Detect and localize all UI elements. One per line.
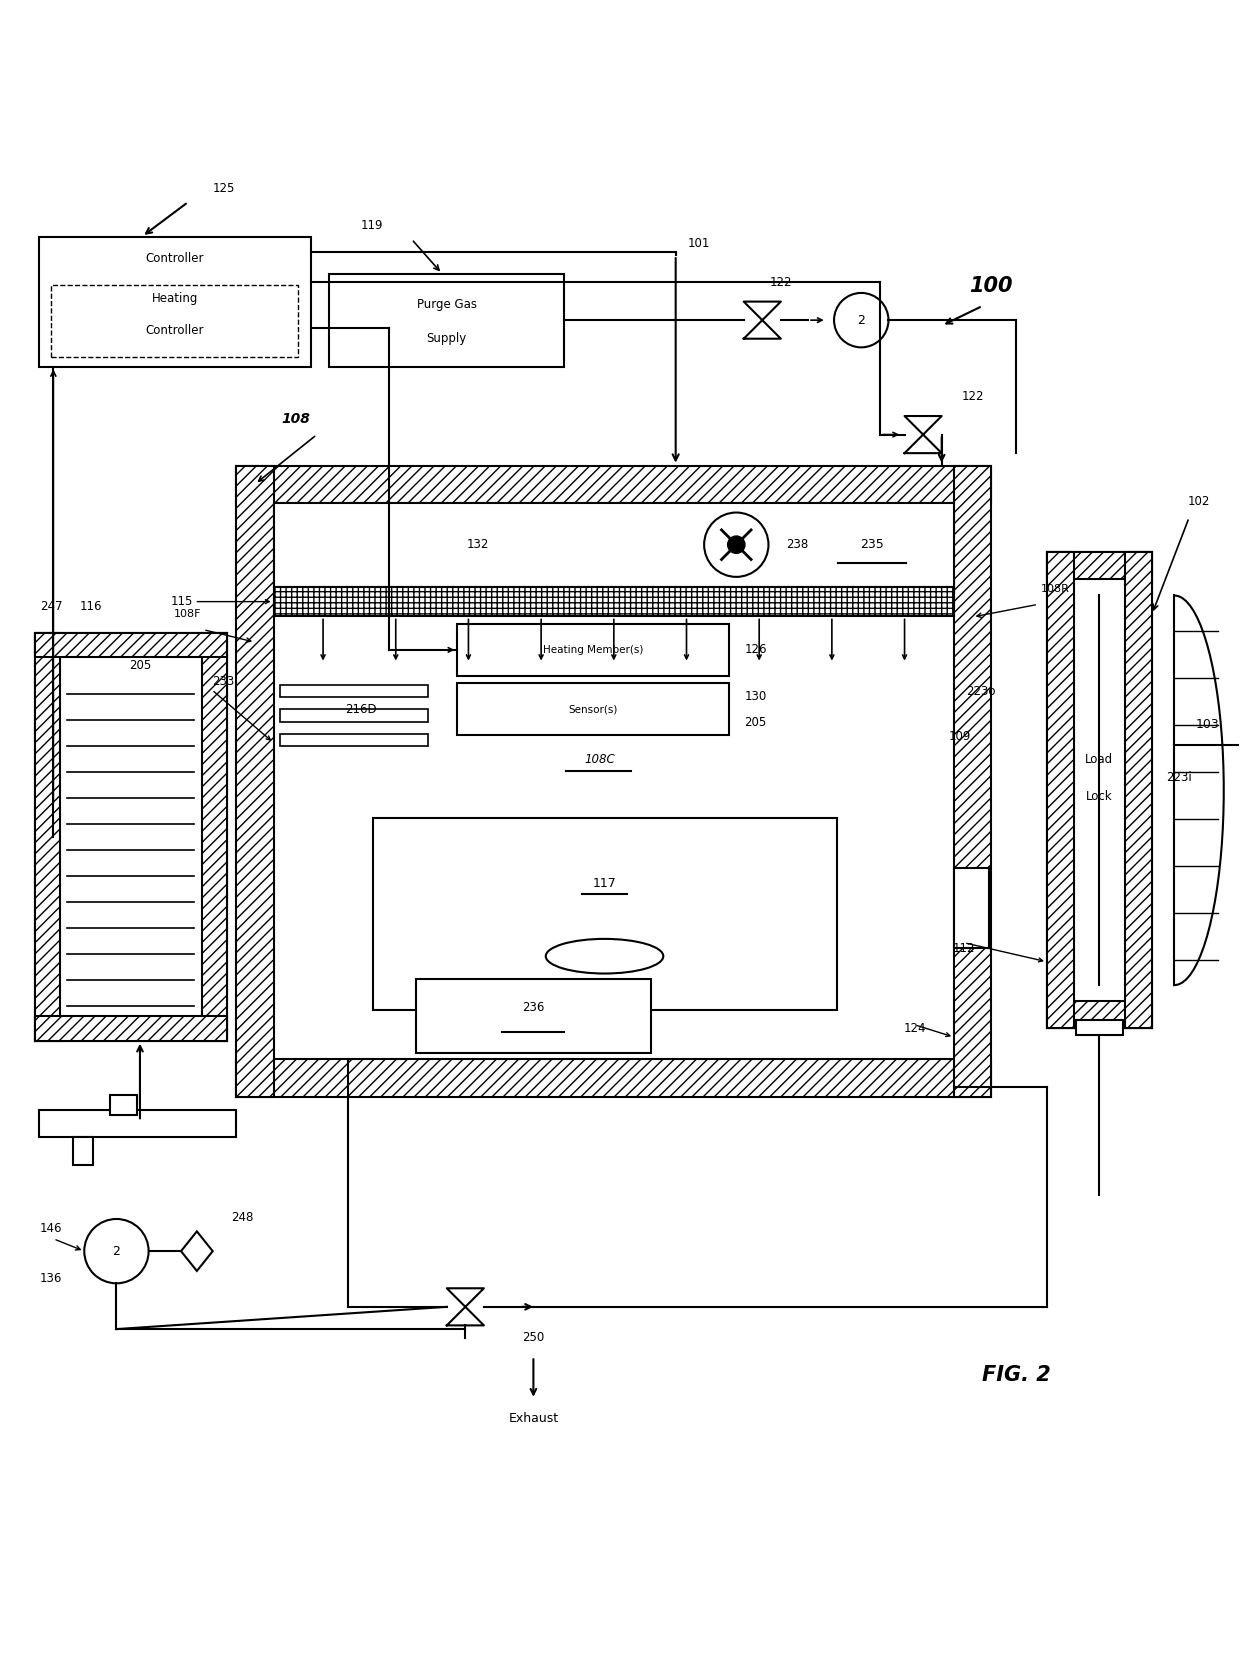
Bar [35,633,227,1041]
Bar [202,633,227,1041]
Bar [274,586,954,616]
Text: Heating Member(s): Heating Member(s) [543,644,644,654]
Text: Purge Gas: Purge Gas [417,297,477,311]
Bar [458,625,729,676]
Text: Controller: Controller [145,324,203,337]
Text: 115: 115 [171,595,193,608]
Bar [35,633,60,1041]
Text: 116: 116 [79,600,102,613]
Text: 216D: 216D [345,703,377,716]
Text: Heating: Heating [151,292,198,306]
Bar [280,709,428,721]
Text: Controller: Controller [145,252,203,266]
Text: 109: 109 [949,729,971,742]
Text: 136: 136 [40,1272,62,1286]
Text: 101: 101 [688,236,711,249]
Text: 2: 2 [113,1244,120,1257]
Text: 247: 247 [40,600,62,613]
Text: 223o: 223o [966,684,996,698]
Bar [38,1110,237,1138]
Circle shape [728,537,745,553]
Bar [280,734,428,746]
Text: 103: 103 [1195,718,1220,731]
Text: Lock: Lock [1086,791,1112,802]
Bar [1125,551,1152,1028]
Text: 108: 108 [281,412,310,427]
Text: 205: 205 [129,659,151,671]
Bar [1047,1002,1152,1028]
Bar [954,465,991,1096]
Text: 112: 112 [952,942,975,955]
Bar [110,1095,138,1115]
Text: 238: 238 [786,538,808,551]
Text: 100: 100 [970,276,1013,296]
Text: 250: 250 [522,1330,544,1344]
Bar [1047,551,1152,580]
Text: 205: 205 [744,716,766,729]
Bar [35,1017,227,1041]
Text: 236: 236 [522,1000,544,1013]
Text: 119: 119 [361,219,383,233]
Text: 223i: 223i [1167,771,1192,784]
Text: 108C: 108C [584,754,615,766]
Bar [280,684,428,698]
Bar [51,286,299,357]
Bar [1047,551,1074,1028]
Text: 132: 132 [466,538,489,551]
Bar [38,236,311,367]
Text: 248: 248 [232,1211,254,1224]
Text: 126: 126 [744,643,766,656]
Text: 125: 125 [212,183,234,194]
Bar [237,465,274,1096]
Text: 2: 2 [857,314,866,327]
Text: Exhaust: Exhaust [508,1412,558,1425]
Text: 235: 235 [861,538,884,551]
Text: 122: 122 [961,390,983,404]
Text: 108R: 108R [1040,583,1070,593]
Bar [954,867,988,948]
Bar [1047,551,1152,1028]
Bar [415,978,651,1053]
Bar [274,503,954,586]
Text: Load: Load [1085,752,1114,766]
Bar [458,683,729,736]
Text: Supply: Supply [427,332,467,345]
Text: 108F: 108F [175,610,202,620]
Bar [372,819,837,1010]
Text: 146: 146 [40,1222,62,1236]
Text: 130: 130 [744,689,766,703]
Bar [330,274,564,367]
Text: 102: 102 [1188,495,1210,508]
Bar [35,633,227,658]
Text: Sensor(s): Sensor(s) [569,704,618,714]
Bar [1076,1020,1122,1035]
Text: 117: 117 [593,877,616,890]
Text: 122: 122 [770,276,792,289]
Bar [237,1060,991,1096]
Text: 233: 233 [212,674,234,688]
Bar [73,1138,93,1164]
Text: 124: 124 [903,1022,926,1035]
Bar [237,465,991,503]
Text: FIG. 2: FIG. 2 [982,1365,1050,1385]
